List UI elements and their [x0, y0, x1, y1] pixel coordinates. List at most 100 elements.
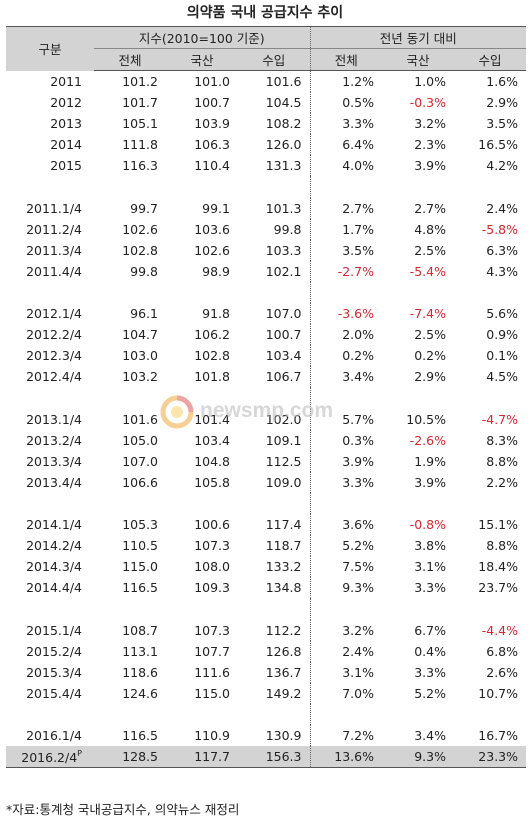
cell-value: 103.9 [194, 116, 230, 131]
cell-value: 100.6 [194, 517, 230, 532]
spacer-row [6, 703, 526, 725]
row-label: 2015 [50, 158, 82, 173]
table-row: 2012.1/4 96.1 91.8 107.0 -3.6% -7.4% 5.6% [6, 303, 526, 324]
cell-value: 3.3% [309, 113, 382, 134]
cell-value: 2.5% [414, 242, 446, 258]
cell-value: 103.4 [265, 348, 302, 363]
cell-value: 13.6% [309, 746, 382, 768]
cell-value: 3.5% [309, 239, 382, 261]
cell-value: 4.5% [486, 369, 519, 384]
cell-value: 1.7% [309, 218, 382, 240]
table-row: 2012.3/4 103.0 102.8 103.4 0.2% 0.2% 0.1% [6, 345, 526, 366]
cell-value: 1.2% [309, 70, 382, 92]
cell-value: 126.0 [265, 137, 302, 152]
table-row: 2012.4/4 103.2 101.8 106.7 3.4% 2.9% 4.5% [6, 366, 526, 387]
preliminary-mark: P [77, 748, 82, 758]
row-label: 2015.3/4 [26, 664, 82, 680]
cell-value: 101.7 [122, 95, 158, 110]
cell-value: 136.7 [265, 664, 302, 680]
cell-value: 23.7% [478, 580, 519, 595]
table-row: 2015.3/4 118.6 111.6 136.7 3.1% 3.3% 2.6% [6, 661, 526, 683]
header-col-yoy-total: 전체 [309, 48, 382, 71]
cell-value: 0.4% [414, 643, 446, 659]
cell-value: 3.2% [414, 116, 446, 131]
table-row: 2013.2/4 105.0 103.4 109.1 0.3% -2.6% 8.3% [6, 429, 526, 451]
header-yoy-group: 전년 동기 대비 [309, 26, 527, 49]
cell-value: 126.8 [265, 643, 302, 659]
cell-value: 107.3 [194, 538, 230, 553]
cell-value: 134.8 [265, 580, 302, 595]
cell-value: 130.9 [265, 728, 302, 743]
cell-value: 10.7% [478, 685, 519, 701]
cell-value: 6.3% [486, 242, 519, 258]
cell-value: 117.4 [265, 517, 302, 532]
header-col-domestic: 국산 [166, 48, 238, 71]
row-label: 2016.1/4 [26, 728, 82, 743]
table-row: 2016.1/4 116.5 110.9 130.9 7.2% 3.4% 16.7% [6, 725, 526, 746]
cell-value: 101.4 [194, 411, 230, 427]
spacer-row [6, 387, 526, 409]
table-row: 2014.4/4 116.5 109.3 134.8 9.3% 3.3% 23.7% [6, 577, 526, 598]
cell-value: 4.2% [486, 158, 519, 173]
header-group-label: 구분 [6, 26, 94, 71]
cell-value: 101.2 [122, 74, 158, 89]
cell-value: 99.8 [130, 263, 158, 279]
spacer-row [6, 598, 526, 620]
cell-value: 107.0 [122, 453, 158, 469]
cell-value: 4.8% [414, 221, 446, 237]
cell-value: 1.9% [414, 453, 446, 469]
cell-value: 3.3% [414, 664, 446, 680]
header-index-group: 지수(2010=100 기준) [94, 26, 310, 49]
table-row: 2013.1/4 101.6 101.4 102.0 5.7% 10.5% -4.7% [6, 408, 526, 430]
header-col-yoy-domestic: 국산 [382, 48, 454, 71]
cell-value: 9.3% [382, 746, 454, 768]
cell-value: 0.1% [486, 348, 519, 363]
cell-value: 102.6 [122, 221, 158, 237]
cell-value: 10.5% [406, 411, 446, 427]
cell-value: 18.4% [478, 559, 519, 574]
cell-value: -2.7% [309, 260, 382, 282]
cell-value: 99.1 [202, 200, 230, 216]
cell-value: 3.1% [309, 661, 382, 683]
cell-value: 107.0 [265, 306, 302, 321]
cell-value: 4.0% [309, 155, 382, 176]
cell-value: 156.3 [238, 746, 310, 768]
cell-value: 100.7 [194, 95, 230, 110]
table-row: 2011.4/4 99.8 98.9 102.1 -2.7% -5.4% 4.3% [6, 260, 526, 282]
cell-value: 7.2% [309, 725, 382, 746]
cell-value: 99.7 [130, 200, 158, 216]
table-row: 2014 111.8 106.3 126.0 6.4% 2.3% 16.5% [6, 134, 526, 155]
row-label: 2012.3/4 [26, 348, 82, 363]
cell-value: 105.8 [194, 474, 230, 490]
cell-value: 103.4 [194, 432, 230, 448]
cell-value: 2.7% [309, 197, 382, 219]
cell-value: 0.2% [414, 348, 446, 363]
cell-value: 106.6 [122, 474, 158, 490]
cell-value: 131.3 [265, 158, 302, 173]
cell-value: 6.4% [309, 134, 382, 155]
cell-value: 133.2 [265, 559, 302, 574]
spacer-row [6, 281, 526, 303]
cell-value: 8.8% [486, 453, 519, 469]
cell-value: 103.3 [265, 242, 302, 258]
row-label: 2014.4/4 [26, 580, 82, 595]
row-label: 2011.2/4 [26, 221, 82, 237]
table-row: 2013.4/4 106.6 105.8 109.0 3.3% 3.9% 2.2% [6, 471, 526, 493]
table-row: 2012 101.7 100.7 104.5 0.5% -0.3% 2.9% [6, 92, 526, 113]
cell-value: 107.7 [194, 643, 230, 659]
cell-value: -0.3% [409, 95, 446, 110]
cell-value: 2.7% [414, 200, 446, 216]
table-row: 2015 116.3 110.4 131.3 4.0% 3.9% 4.2% [6, 155, 526, 176]
cell-value: 5.2% [309, 535, 382, 556]
cell-value: 106.2 [194, 327, 230, 342]
cell-value: 102.6 [194, 242, 230, 258]
cell-value: 106.3 [194, 137, 230, 152]
cell-value: 2.5% [414, 327, 446, 342]
cell-value: 115.0 [122, 559, 158, 574]
cell-value: 115.0 [194, 685, 230, 701]
cell-value: 7.5% [309, 556, 382, 577]
spacer-row [6, 176, 526, 198]
cell-value: 116.3 [122, 158, 158, 173]
table-row: 2011.2/4 102.6 103.6 99.8 1.7% 4.8% -5.8% [6, 218, 526, 240]
cell-value: 111.6 [194, 664, 230, 680]
